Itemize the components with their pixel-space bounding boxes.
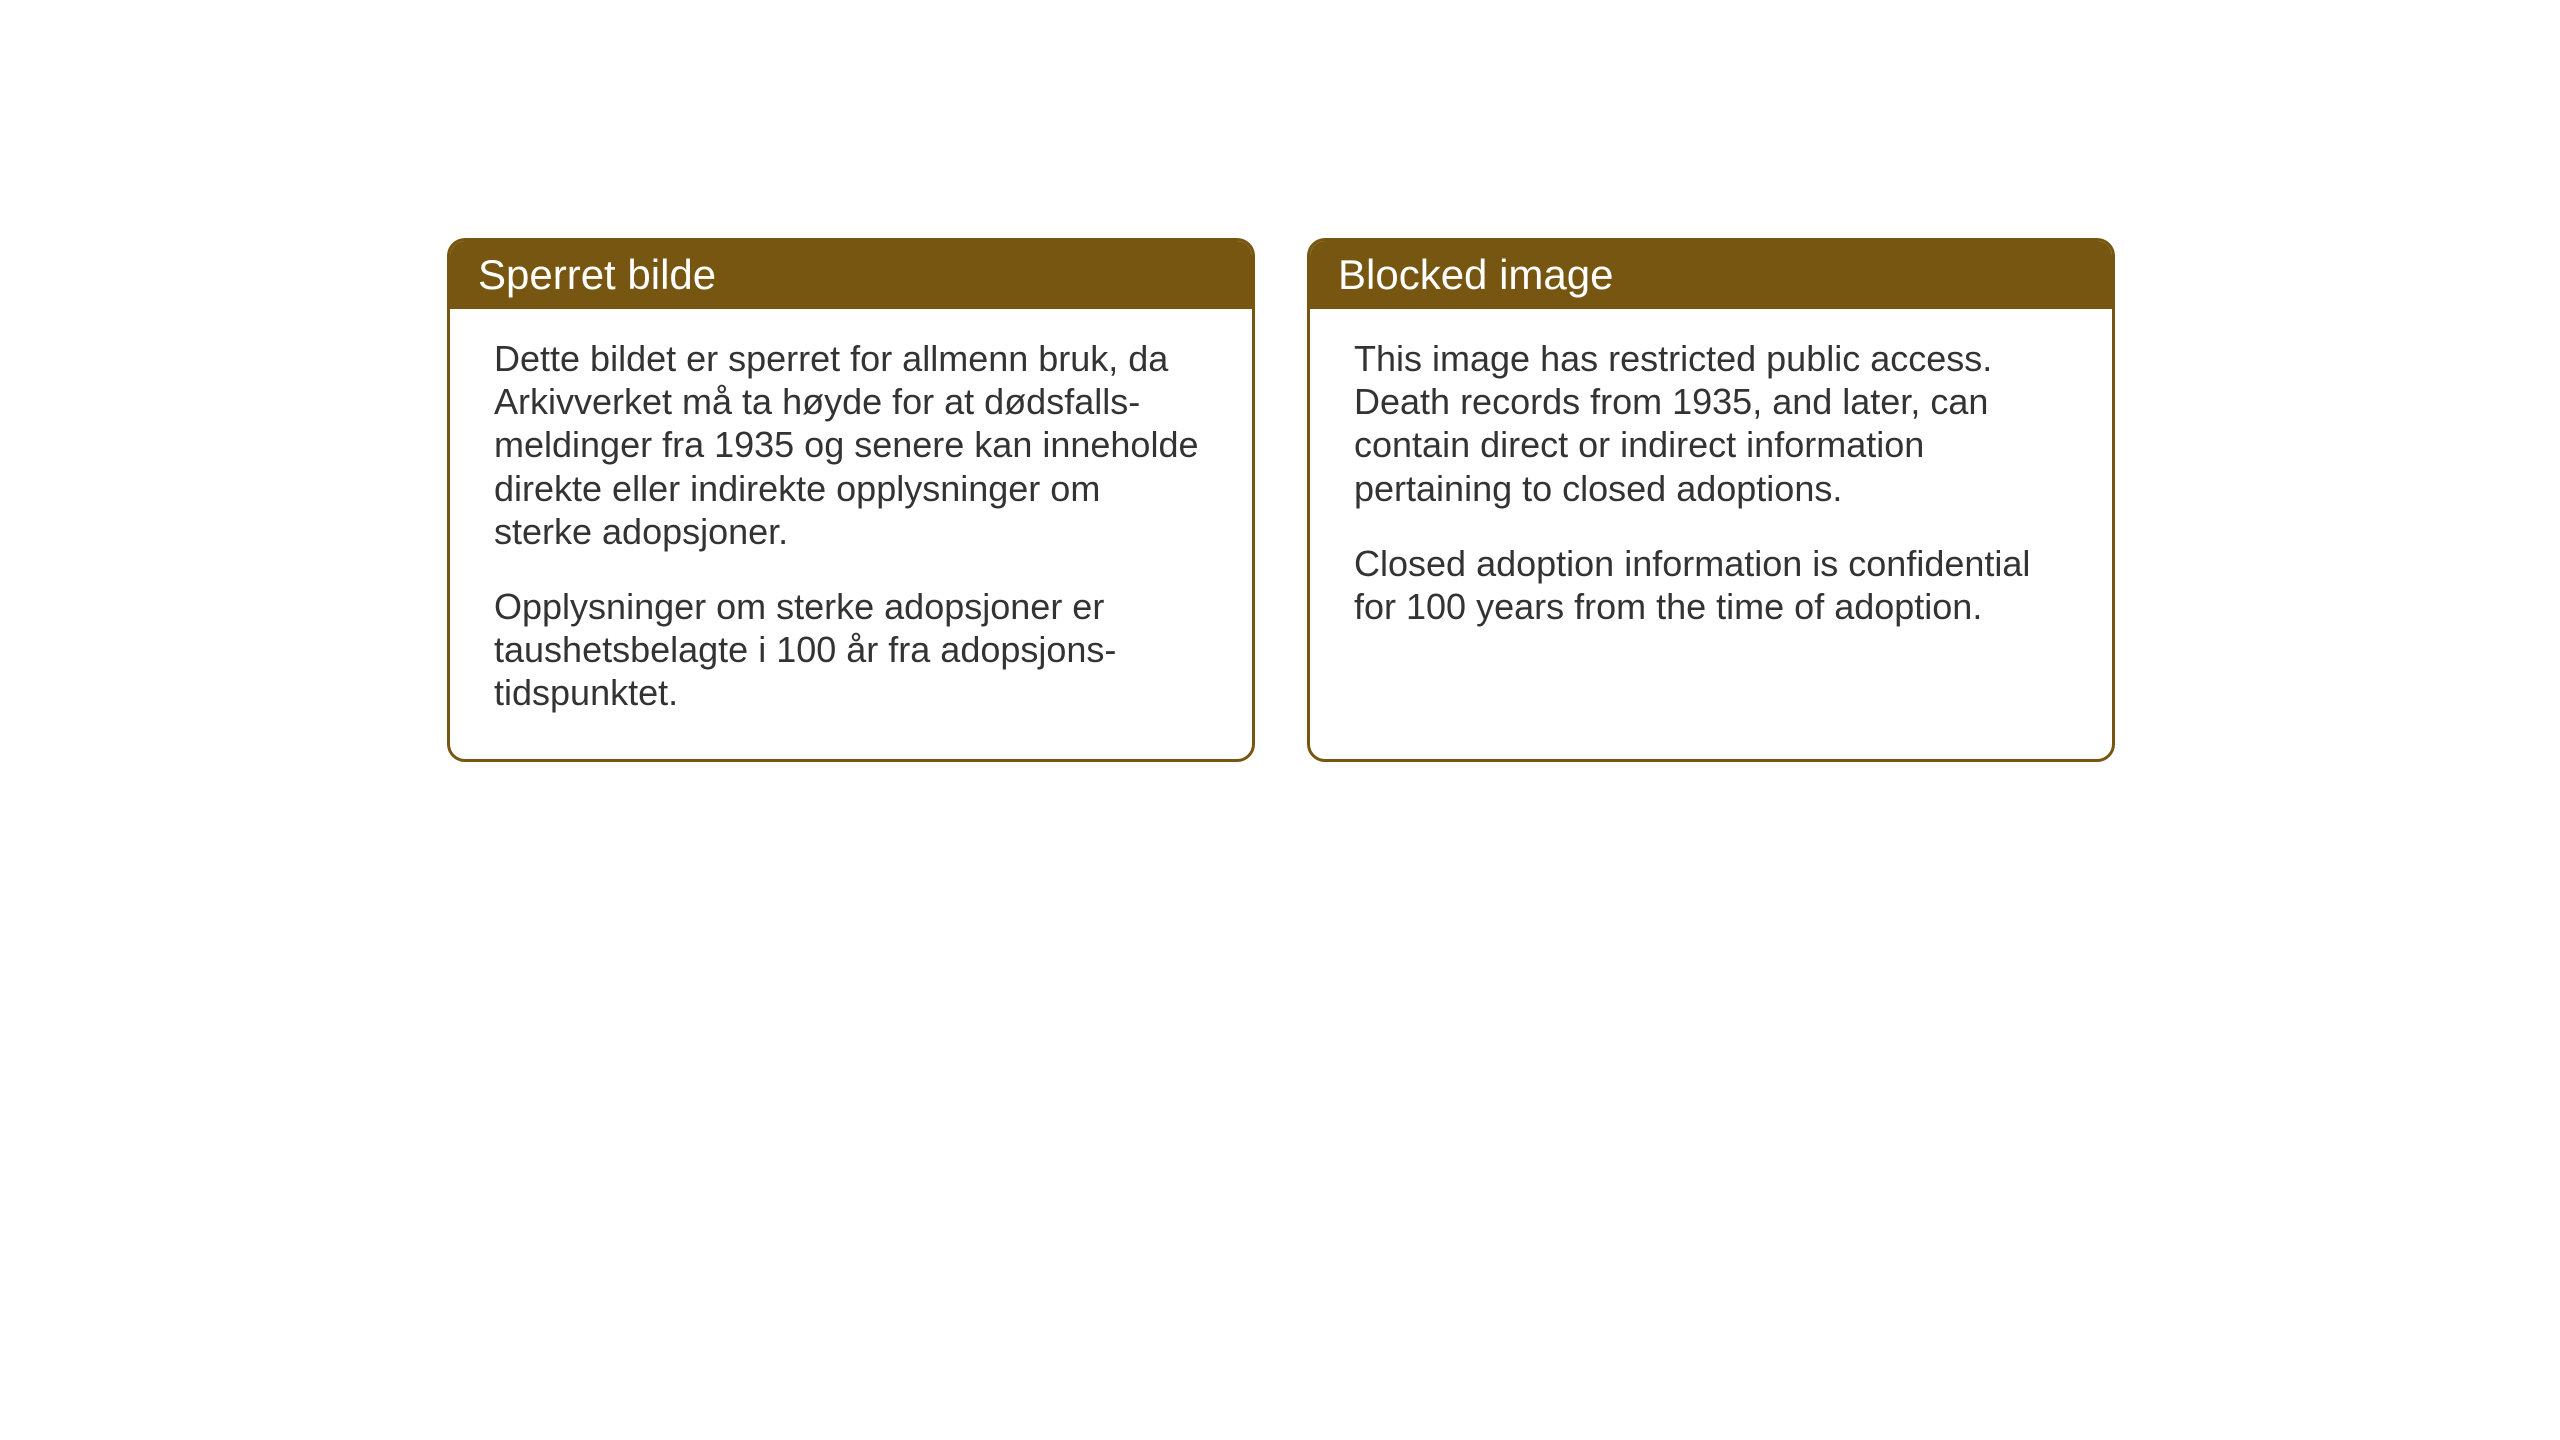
card-paragraph: Closed adoption information is confident…: [1354, 542, 2068, 628]
card-title: Sperret bilde: [478, 251, 716, 298]
card-header-norwegian: Sperret bilde: [450, 241, 1252, 309]
notice-card-english: Blocked image This image has restricted …: [1307, 238, 2115, 762]
card-body-english: This image has restricted public access.…: [1310, 309, 2112, 672]
card-paragraph: Opplysninger om sterke adopsjoner er tau…: [494, 585, 1208, 715]
card-paragraph: Dette bildet er sperret for allmenn bruk…: [494, 337, 1208, 553]
card-paragraph: This image has restricted public access.…: [1354, 337, 2068, 510]
card-body-norwegian: Dette bildet er sperret for allmenn bruk…: [450, 309, 1252, 759]
card-header-english: Blocked image: [1310, 241, 2112, 309]
card-title: Blocked image: [1338, 251, 1613, 298]
notice-container: Sperret bilde Dette bildet er sperret fo…: [447, 238, 2115, 762]
notice-card-norwegian: Sperret bilde Dette bildet er sperret fo…: [447, 238, 1255, 762]
